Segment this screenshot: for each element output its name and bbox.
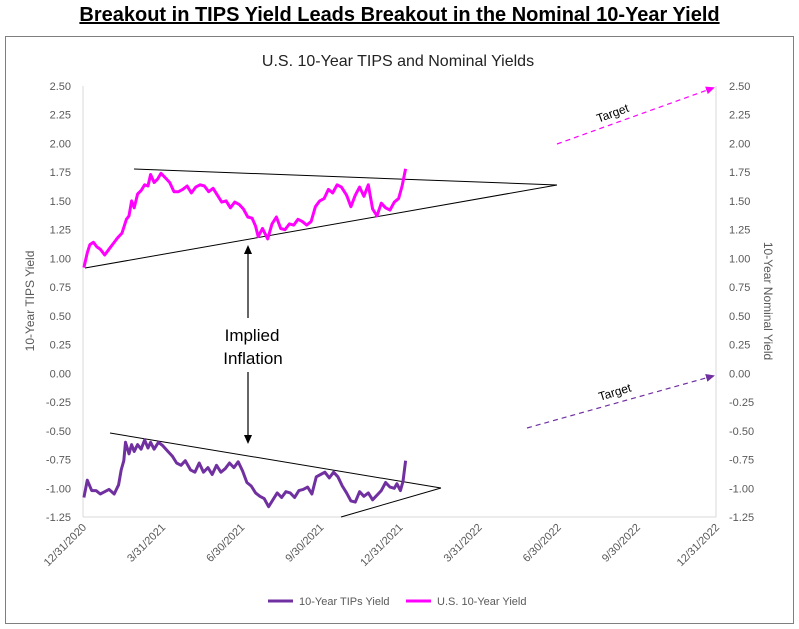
left-tick-label: 1.00 [50, 253, 71, 265]
chart-title: U.S. 10-Year TIPS and Nominal Yields [262, 53, 534, 70]
left-tick-label: 2.00 [50, 138, 71, 150]
right-axis-title: 10-Year Nominal Yield [761, 242, 775, 360]
left-tick-label: 2.50 [50, 81, 71, 93]
x-tick-label: 6/30/2021 [204, 522, 247, 565]
left-tick-label: 0.00 [50, 368, 71, 380]
left-tick-label: -1.00 [46, 483, 71, 495]
right-tick-label: 1.00 [729, 253, 750, 265]
left-tick-label: -1.25 [46, 512, 71, 524]
right-tick-label: 2.50 [729, 81, 750, 93]
left-tick-label: 1.75 [50, 167, 71, 179]
right-tick-label: 2.25 [729, 110, 750, 122]
legend-label-nominal: U.S. 10-Year Yield [437, 596, 526, 608]
x-tick-label: 12/31/2020 [42, 522, 89, 569]
right-tick-label: -0.75 [729, 455, 754, 467]
x-tick-label: 3/31/2021 [125, 522, 168, 565]
right-tick-label: 2.00 [729, 138, 750, 150]
left-tick-label: 0.50 [50, 311, 71, 323]
x-tick-label: 12/31/2022 [675, 522, 722, 569]
chart-frame [5, 36, 794, 624]
right-tick-label: 0.00 [729, 368, 750, 380]
left-tick-label: 1.50 [50, 196, 71, 208]
nominal-target-arrow [556, 86, 715, 145]
tips-target-label: Target [597, 380, 634, 403]
right-tick-label: 1.50 [729, 196, 750, 208]
legend-label-tips: 10-Year TIPs Yield [299, 596, 390, 608]
left-tick-labels: 2.50 2.25 2.00 1.75 1.50 1.25 1.00 0.75 0.50 0.25… [46, 81, 71, 524]
nominal-target-label: Target [595, 101, 632, 126]
left-tick-label: 1.25 [50, 225, 71, 237]
nominal-lower-trendline [84, 184, 558, 269]
x-tick-labels: 12/31/2020 3/31/2021 6/30/2021 9/30/2021 12/… [42, 522, 722, 569]
left-tick-label: 0.25 [50, 340, 71, 352]
left-tick-label: -0.75 [46, 455, 71, 467]
right-tick-label: -0.25 [729, 397, 754, 409]
implied-label-line2: Inflation [223, 349, 283, 368]
x-tick-label: 9/30/2022 [600, 522, 643, 565]
headline: Breakout in TIPS Yield Leads Breakout in… [79, 4, 720, 26]
x-tick-label: 9/30/2021 [283, 522, 326, 565]
right-tick-labels: 2.50 2.25 2.00 1.75 1.50 1.25 1.00 0.75 0.50 0.25… [729, 81, 754, 524]
right-tick-label: -1.00 [729, 483, 754, 495]
x-tick-label: 12/31/2021 [358, 522, 405, 569]
right-tick-label: 1.75 [729, 167, 750, 179]
legend: 10-Year TIPs Yield U.S. 10-Year Yield [268, 596, 526, 608]
right-tick-label: 1.25 [729, 225, 750, 237]
nominal-upper-trendline [133, 168, 558, 186]
series-line-nominal [82, 168, 408, 268]
right-tick-label: 0.25 [729, 340, 750, 352]
left-tick-label: 0.75 [50, 282, 71, 294]
right-tick-label: 0.75 [729, 282, 750, 294]
right-tick-label: -1.25 [729, 512, 754, 524]
x-tick-label: 6/30/2022 [521, 522, 564, 565]
right-tick-label: -0.50 [729, 426, 754, 438]
left-tick-label: -0.25 [46, 397, 71, 409]
left-axis-title: 10-Year TIPS Yield [23, 251, 37, 352]
x-tick-label: 3/31/2022 [442, 522, 485, 565]
series-line-tips [82, 438, 408, 509]
left-tick-label: 2.25 [50, 110, 71, 122]
right-tick-label: 0.50 [729, 311, 750, 323]
tips-lower-trendline [340, 487, 442, 518]
tips-upper-trendline [109, 432, 442, 489]
left-tick-label: -0.50 [46, 426, 71, 438]
implied-label-line1: Implied [225, 326, 280, 345]
